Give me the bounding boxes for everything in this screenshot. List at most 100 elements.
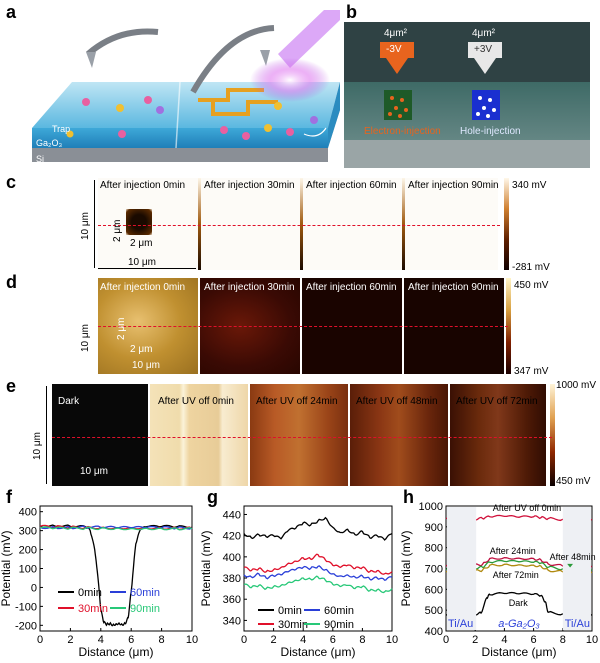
c-box-vertical: 2 μm [112, 219, 123, 242]
c-box-horizontal: 2 μm [130, 238, 153, 249]
y-tick-label-g: 340 [223, 615, 241, 627]
x-tick-label-f: 0 [37, 634, 43, 646]
hole-injection-caption: Hole-injection [460, 126, 521, 137]
afm-tip-right [260, 50, 270, 66]
legend-label-g-2: 60min [324, 605, 354, 617]
annotation-48min: After 48min [550, 552, 596, 562]
d-box-horizontal: 2 μm [130, 344, 153, 355]
x-tick-label-g: 6 [330, 634, 336, 646]
e-scale-max: 1000 mV [556, 380, 597, 391]
x-tick-label-h: 8 [560, 634, 566, 646]
e-map-0min [150, 384, 248, 486]
series-line-h-4 [445, 591, 593, 617]
x-axis-label-g: Distance (μm) [281, 645, 356, 659]
electron-injection-caption: Electron-injection [364, 126, 441, 137]
e-dim-vertical: 10 μm [32, 432, 43, 460]
panel-label-b: b [346, 2, 357, 22]
y-tick-label-f: 400 [19, 507, 37, 519]
series-line-f-0 [39, 524, 193, 627]
panel-label-h: h [403, 487, 414, 507]
region-label-middle: a-Ga₂O₃ [498, 618, 540, 630]
y-tick-label-h: 800 [425, 543, 443, 555]
x-tick-label-f: 6 [128, 634, 134, 646]
y-tick-label-h: 600 [425, 584, 443, 596]
afm-cantilever-right [190, 25, 275, 94]
panel-c-title-2: After injection 60min [306, 180, 397, 191]
d-dim-horizontal: 10 μm [132, 360, 160, 371]
d-profile-line [98, 326, 508, 327]
y-tick-label-f: 300 [19, 526, 37, 538]
d-scale-min: 347 mV [514, 366, 549, 377]
y-tick-label-h: 700 [425, 564, 443, 576]
electron-probe [380, 42, 414, 58]
y-tick-label-g: 420 [223, 531, 241, 543]
x-tick-label-h: 2 [472, 634, 478, 646]
panel-d-title-3: After injection 90min [408, 282, 499, 293]
x-tick-label-f: 10 [186, 634, 198, 646]
y-axis-label-f: Potential (mV) [0, 530, 13, 606]
y-axis-label-h: Potential (mV) [400, 530, 413, 606]
y-tick-label-h: 900 [425, 522, 443, 534]
left-area: 4μm² [384, 28, 407, 39]
panel-label-g: g [207, 487, 218, 507]
ga2o3-label: Ga₂O₃ [36, 138, 63, 148]
x-tick-label-h: 10 [586, 634, 598, 646]
panel-label-e: e [6, 376, 17, 396]
x-tick-label-f: 8 [159, 634, 165, 646]
legend-label-g-0: 0min [278, 605, 302, 617]
c-profile-line [98, 225, 500, 226]
afm-tip-left [86, 52, 96, 68]
chart-h: 0 2 4 6 8 10 400 500 600 700 800 900 1000 Distance (μ… [400, 501, 598, 659]
panel-c-title-1: After injection 30min [204, 180, 295, 191]
e-map-dark [52, 384, 148, 486]
x-axis-label-h: Distance (μm) [482, 645, 557, 659]
right-voltage: +3V [474, 44, 493, 55]
y-tick-label-g: 440 [223, 509, 241, 521]
y-tick-label-h: 1000 [419, 501, 443, 513]
y-axis-label-g: Potential (mV) [200, 530, 213, 606]
panel-label-d: d [6, 272, 17, 292]
x-tick-label-g: 0 [241, 634, 247, 646]
e-map-72min [450, 384, 546, 486]
x-tick-label-h: 0 [443, 634, 449, 646]
panel-label-f: f [6, 487, 12, 507]
y-tick-label-f: 200 [19, 545, 37, 557]
annotation-0min: After UV off 0min [493, 503, 561, 513]
annotation-arrow-48min [567, 563, 574, 568]
y-tick-label-g: 360 [223, 594, 241, 606]
annotation-dark: Dark [509, 598, 529, 608]
e-map-24min [250, 384, 348, 486]
x-tick-label-f: 4 [98, 634, 104, 646]
c-divider-1 [198, 178, 201, 270]
annotation-24min: After 24min [490, 546, 536, 556]
series-line-g-2 [243, 565, 393, 581]
e-dim-horizontal: 10 μm [80, 466, 108, 477]
y-tick-label-g: 380 [223, 573, 241, 585]
si-substrate [32, 148, 328, 162]
region-label-left: Ti/Au [448, 618, 473, 630]
series-line-g-0 [243, 516, 393, 541]
injected-square [126, 209, 152, 235]
x-tick-label-g: 8 [359, 634, 365, 646]
panel-b-box: 4μm² -3V 4μm² +3V Electron-injection Hol… [344, 22, 590, 168]
c-dim-vertical-line [94, 180, 95, 268]
trap-label: Trap [52, 124, 71, 134]
series-line-g-3 [243, 575, 393, 594]
electrode-pattern [198, 88, 278, 116]
hole-injection-region [472, 90, 500, 120]
c-divider-3 [402, 178, 405, 270]
c-dim-vertical: 10 μm [80, 212, 91, 240]
panel-label-a: a [6, 2, 17, 22]
d-box-vertical: 2 μm [116, 317, 127, 340]
c-scale-min: -281 mV [512, 262, 550, 273]
d-colorbar [506, 278, 511, 374]
y-tick-label-g: 400 [223, 552, 241, 564]
series-line-f-2 [39, 525, 193, 530]
panel-e-title-0: Dark [58, 396, 80, 407]
x-tick-label-h: 6 [531, 634, 537, 646]
x-axis-label-f: Distance (μm) [79, 645, 154, 659]
panel-label-c: c [6, 172, 17, 192]
chart-f: 0 2 4 6 8 10 -200 -100 0 100 200 300 400 Distance (μm… [0, 505, 198, 659]
chart-g: 0 2 4 6 8 10 340 360 380 400 420 440 Distance (μm) Po… [200, 505, 398, 659]
y-tick-label-h: 400 [425, 626, 443, 638]
